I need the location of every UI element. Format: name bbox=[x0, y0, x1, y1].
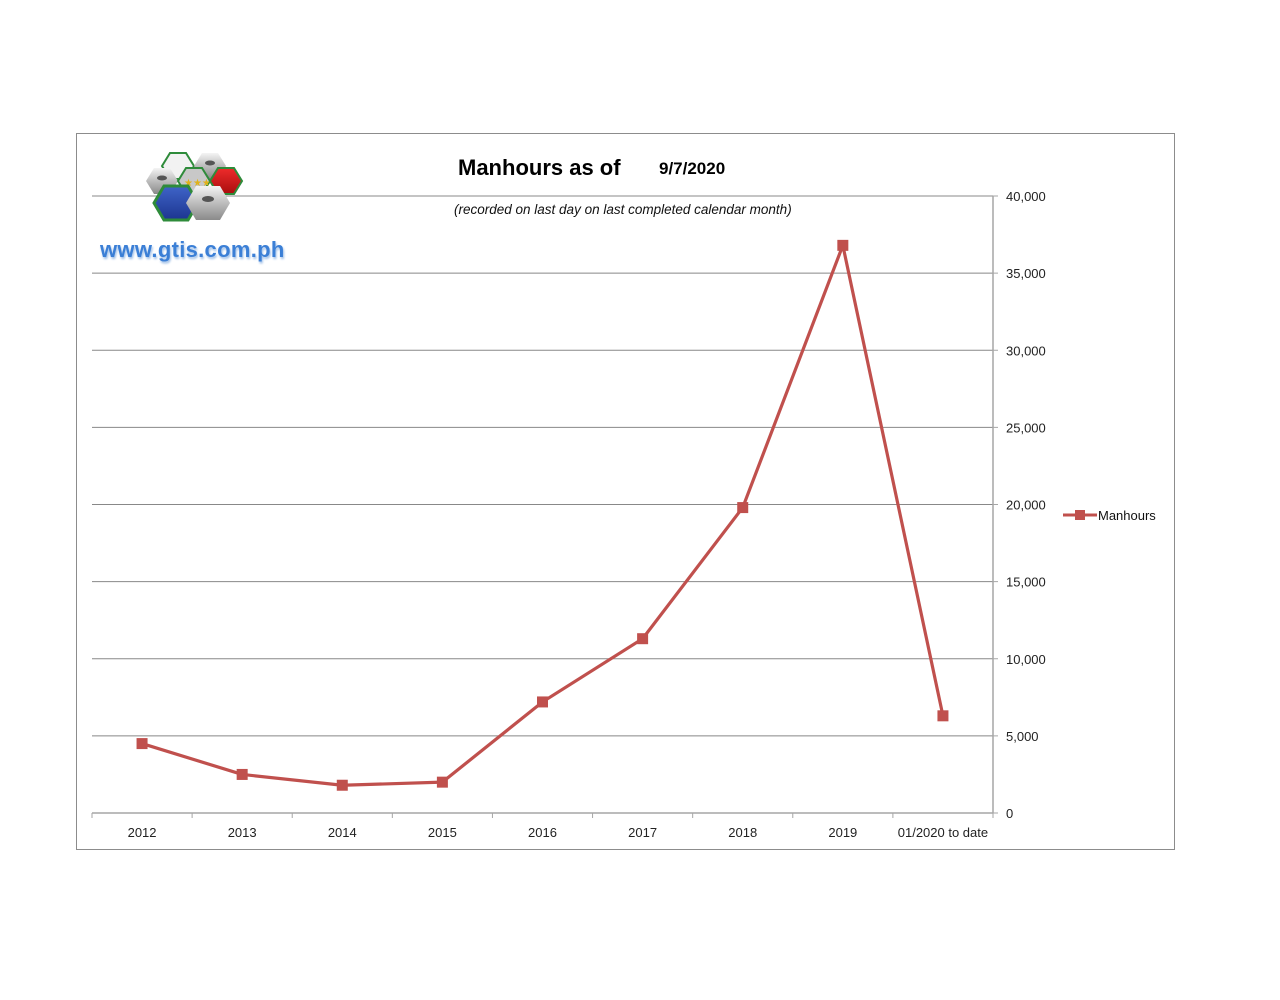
y-tick-label: 25,000 bbox=[1006, 420, 1046, 435]
x-tick-label: 2018 bbox=[728, 825, 757, 840]
y-tick-label: 5,000 bbox=[1006, 729, 1039, 744]
company-logo: ★★★ bbox=[96, 148, 306, 268]
data-point-marker bbox=[336, 779, 348, 791]
x-axis-ticks: 2012 2013 2014 2015 2016 2017 2018 2019 01/2020 … bbox=[128, 825, 989, 840]
x-tick-label: 2012 bbox=[128, 825, 157, 840]
data-point-marker bbox=[637, 633, 649, 645]
chart-date: 9/7/2020 bbox=[659, 159, 726, 178]
data-point-marker bbox=[236, 768, 248, 780]
x-tick-label: 2013 bbox=[228, 825, 257, 840]
legend-marker-icon bbox=[1075, 510, 1085, 520]
y-tick-label: 15,000 bbox=[1006, 575, 1046, 590]
x-tick-label: 2015 bbox=[428, 825, 457, 840]
y-tick-label: 0 bbox=[1006, 806, 1013, 821]
data-point-marker bbox=[436, 776, 448, 788]
y-tick-label: 20,000 bbox=[1006, 498, 1046, 513]
logo-url-text: www.gtis.com.ph bbox=[100, 237, 285, 262]
legend: Manhours bbox=[1063, 508, 1156, 523]
gridlines bbox=[92, 195, 993, 737]
series-manhours bbox=[136, 239, 949, 791]
data-point-marker bbox=[837, 239, 849, 251]
x-tick-label: 01/2020 to date bbox=[898, 825, 988, 840]
svg-text:★★★: ★★★ bbox=[184, 178, 211, 189]
y-tick-label: 10,000 bbox=[1006, 652, 1046, 667]
chart-title: Manhours as of bbox=[458, 155, 621, 180]
y-tick-label: 35,000 bbox=[1006, 266, 1046, 281]
y-tick-label: 40,000 bbox=[1006, 189, 1046, 204]
data-point-marker bbox=[136, 738, 148, 750]
x-tick-label: 2017 bbox=[628, 825, 657, 840]
data-point-marker bbox=[737, 502, 749, 514]
y-axis-ticks: 0 5,000 10,000 15,000 20,000 25,000 30,000 35,0… bbox=[1006, 189, 1046, 821]
hexagon-logo-icon: ★★★ bbox=[146, 152, 244, 222]
axes bbox=[91, 195, 998, 818]
x-tick-label: 2019 bbox=[828, 825, 857, 840]
data-point-marker bbox=[937, 710, 949, 722]
data-point-marker bbox=[537, 696, 548, 708]
chart-frame bbox=[76, 133, 1175, 850]
chart-subtitle: (recorded on last day on last completed … bbox=[454, 202, 792, 217]
x-tick-label: 2014 bbox=[328, 825, 357, 840]
legend-label: Manhours bbox=[1098, 508, 1156, 523]
y-tick-label: 30,000 bbox=[1006, 343, 1046, 358]
x-tick-label: 2016 bbox=[528, 825, 557, 840]
